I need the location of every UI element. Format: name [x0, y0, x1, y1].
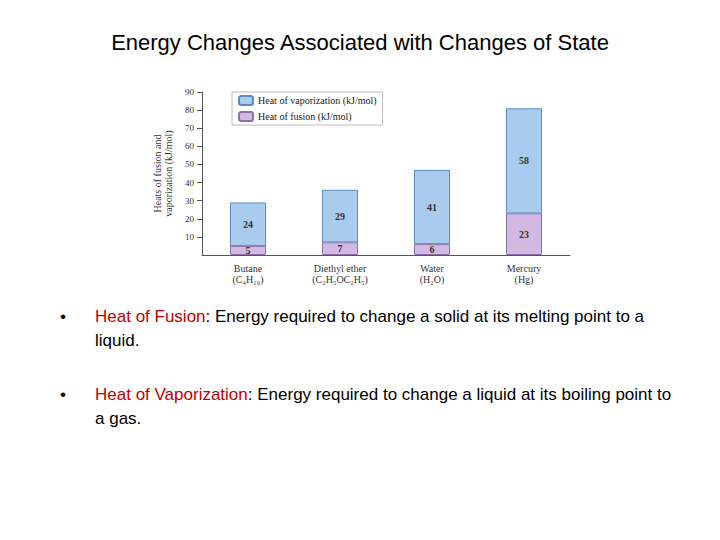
svg-text:6: 6 [430, 244, 435, 255]
svg-text:Diethyl ether: Diethyl ether [314, 263, 367, 274]
svg-text:Heats of fusion and: Heats of fusion and [152, 134, 163, 212]
svg-text:58: 58 [519, 155, 529, 166]
svg-text:Heat of fusion (kJ/mol): Heat of fusion (kJ/mol) [258, 111, 352, 123]
svg-text:(C₄H₁₀): (C₄H₁₀) [232, 274, 263, 286]
svg-text:24: 24 [243, 219, 253, 230]
svg-text:70: 70 [185, 123, 195, 133]
svg-text:Water: Water [420, 263, 444, 274]
svg-text:60: 60 [185, 141, 195, 151]
svg-text:(C₂H₅OC₂H₅): (C₂H₅OC₂H₅) [312, 274, 368, 286]
svg-text:30: 30 [185, 196, 195, 206]
svg-text:40: 40 [185, 178, 195, 188]
svg-text:Mercury: Mercury [507, 263, 541, 274]
svg-text:10: 10 [185, 232, 195, 242]
html-text:Heat of Fusion: Energy require: Heat of Fusion: Energy required to chang… [95, 307, 644, 350]
svg-text:(H₂O): (H₂O) [420, 274, 445, 286]
svg-text:29: 29 [335, 211, 345, 222]
html-text:Energy Changes Associated with: Energy Changes Associated with Changes o… [111, 30, 609, 55]
svg-text:vaporization (kJ/mol): vaporization (kJ/mol) [163, 130, 175, 216]
svg-text:50: 50 [185, 159, 195, 169]
svg-text:41: 41 [427, 202, 437, 213]
svg-text:(Hg): (Hg) [515, 274, 534, 286]
svg-text:7: 7 [338, 243, 343, 254]
svg-text:Heat of vaporization (kJ/mol): Heat of vaporization (kJ/mol) [258, 95, 377, 107]
svg-text:23: 23 [519, 229, 529, 240]
html-text:Heat of Vaporization: Energy r: Heat of Vaporization: Energy required to… [95, 385, 672, 428]
svg-text:5: 5 [246, 245, 251, 256]
svg-text:80: 80 [185, 105, 195, 115]
svg-text:Butane: Butane [234, 263, 263, 274]
svg-text:90: 90 [185, 87, 195, 97]
svg-text:20: 20 [185, 214, 195, 224]
